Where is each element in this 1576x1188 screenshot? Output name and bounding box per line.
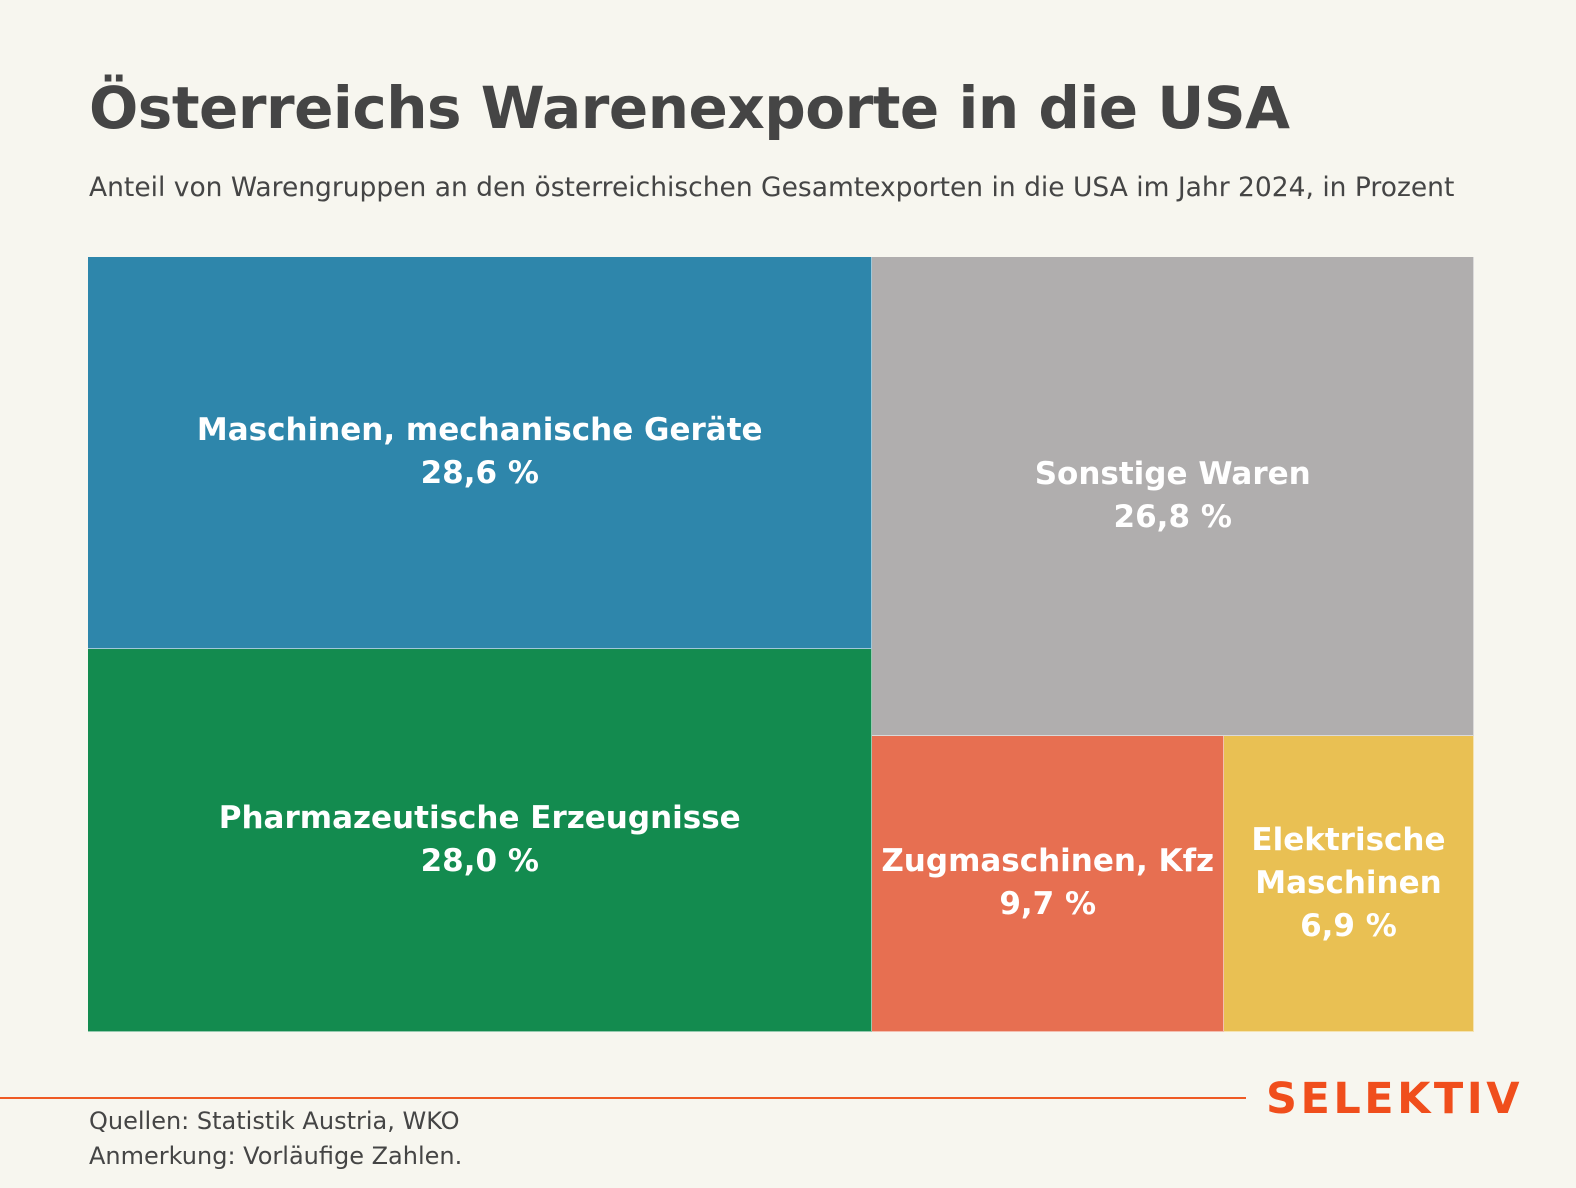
tile-value-label: 26,8 % xyxy=(1113,498,1232,535)
tile-label: Pharmazeutische Erzeugnisse xyxy=(218,799,741,836)
chart-subtitle: Anteil von Warengruppen an den österreic… xyxy=(89,172,1455,203)
treemap-tile-pharmazeutische-erzeugnisse: Pharmazeutische Erzeugnisse 28,0 % xyxy=(88,648,873,1032)
brand-logo: SELEKTIV xyxy=(1266,1074,1524,1124)
treemap-tile-zugmaschinen-kfz: Zugmaschinen, Kfz 9,7 % xyxy=(872,735,1224,1032)
tile-value-label: 9,7 % xyxy=(999,886,1097,923)
footer-divider xyxy=(0,1097,1246,1099)
tile-label: Zugmaschinen, Kfz xyxy=(881,843,1215,880)
treemap-tile-maschinen-mechanische-geraete: Maschinen, mechanische Geräte 28,6 % xyxy=(88,257,873,649)
treemap: Maschinen, mechanische Geräte 28,6 % Pharm… xyxy=(88,257,1474,1032)
footer-note: Anmerkung: Vorläufige Zahlen. xyxy=(89,1142,463,1170)
treemap-tile-sonstige-waren: Sonstige Waren 26,8 % xyxy=(872,257,1474,736)
chart-title: Österreichs Warenexporte in die USA xyxy=(89,74,1290,142)
tile-label: Sonstige Waren xyxy=(1034,455,1311,492)
tile-value-label: 6,9 % xyxy=(1300,907,1397,944)
treemap-tile-elektrische-maschinen: Elektrische Maschinen 6,9 % xyxy=(1223,735,1474,1032)
tile-label: Elektrische Maschinen xyxy=(1251,821,1446,901)
tile-value-label: 28,0 % xyxy=(420,842,539,879)
footer-sources: Quellen: Statistik Austria, WKO xyxy=(89,1107,460,1135)
tile-value-label: 28,6 % xyxy=(420,455,539,492)
tile-label: Maschinen, mechanische Geräte xyxy=(196,412,763,449)
